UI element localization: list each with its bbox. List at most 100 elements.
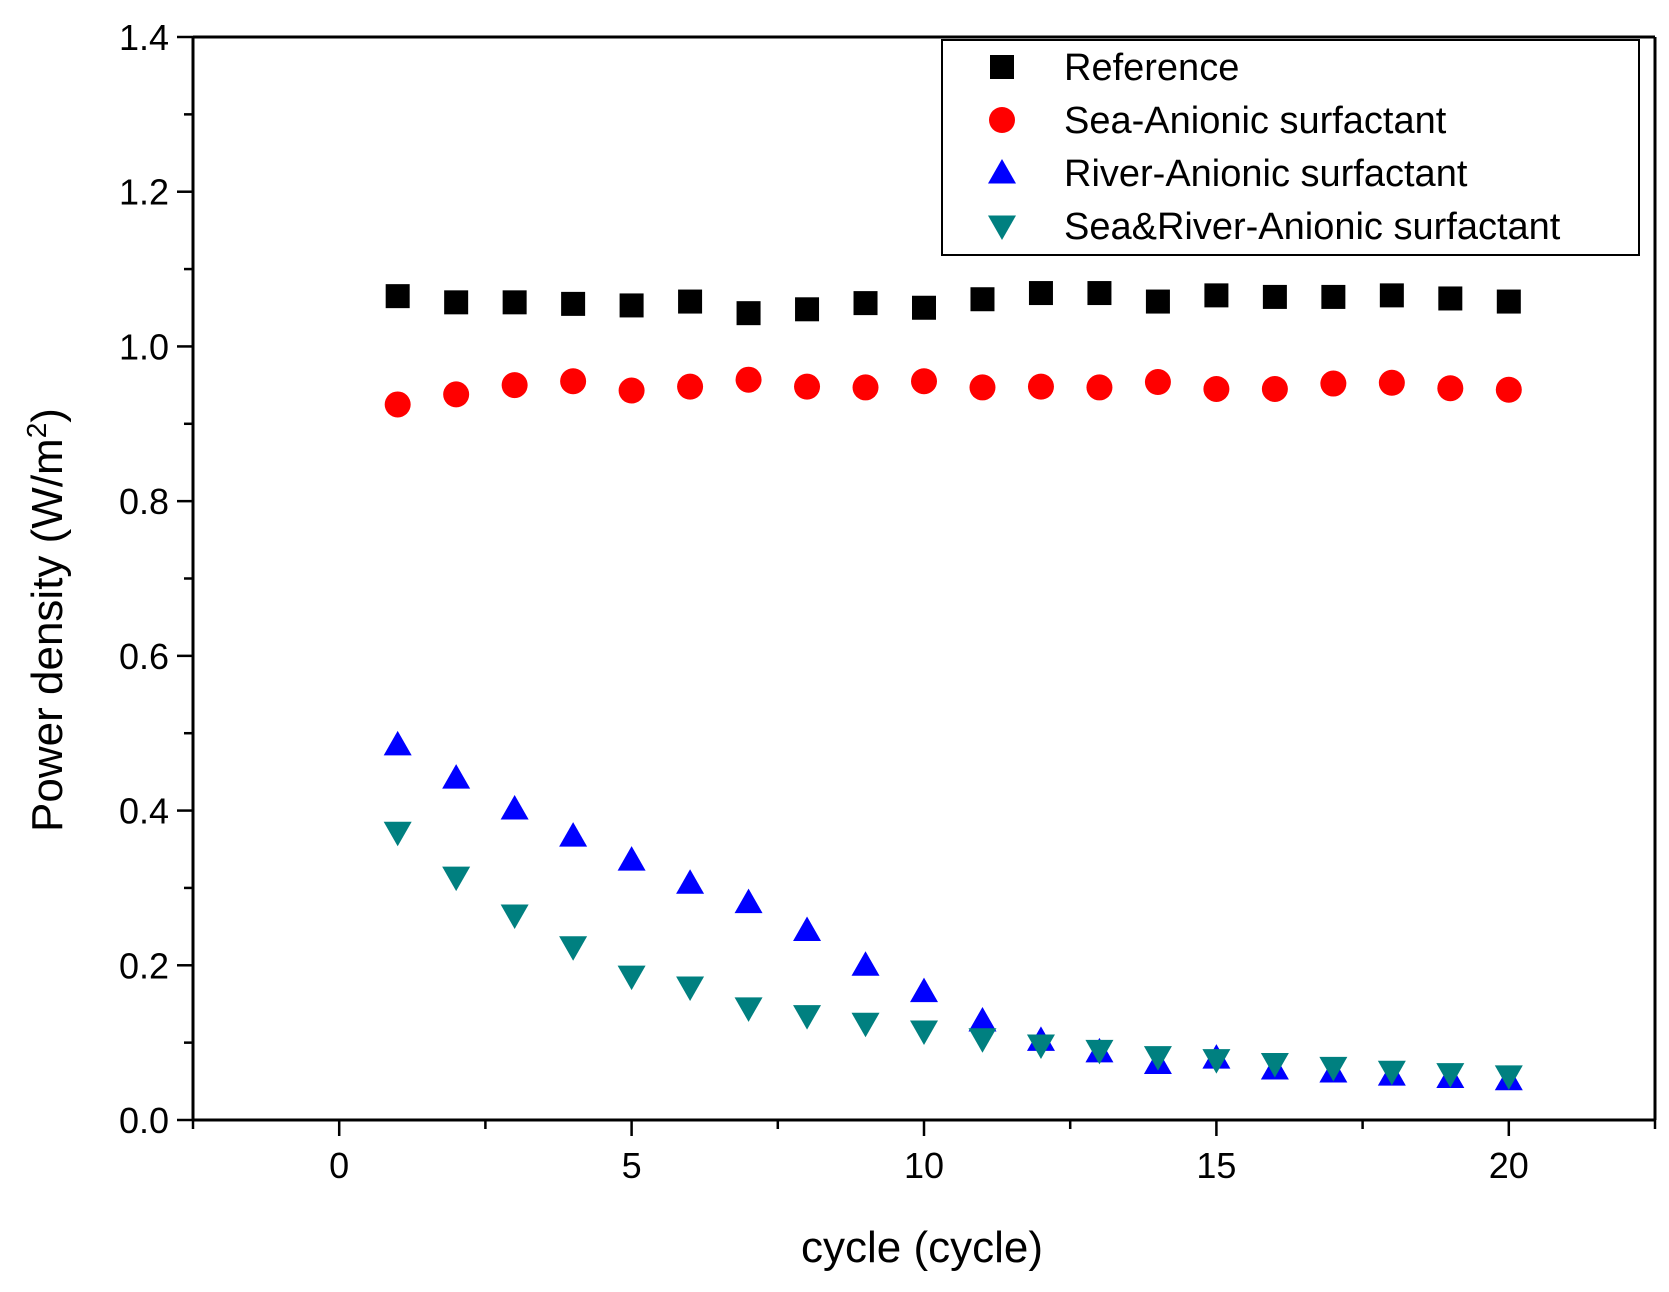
data-point [1262,284,1287,309]
data-point [1143,1046,1172,1071]
legend-label: River-Anionic surfactant [1064,153,1468,195]
x-tick-label: 0 [329,1145,349,1186]
data-point [793,1005,822,1030]
data-markers [383,281,1523,1091]
data-point [617,846,646,871]
y-tick-label: 1.2 [119,172,169,213]
x-tick-label: 10 [904,1145,944,1186]
data-point [1202,1049,1231,1074]
x-axis-ticks: 0 5 10 15 20 [191,1120,1657,1186]
data-point [442,866,471,892]
data-point [561,291,586,316]
data-point [1087,281,1112,306]
y-tick-label: 0.4 [119,791,169,832]
data-point [1495,376,1522,403]
data-point [559,936,588,961]
data-point [734,888,763,914]
y-axis-title-main: Power density (W/m [23,438,72,832]
y-tick-label: 1.4 [119,17,169,58]
data-point [1437,375,1464,402]
legend-marker [989,107,1015,133]
data-point [500,795,529,820]
data-point [1321,284,1346,309]
legend-marker [990,55,1014,79]
data-point [443,381,470,408]
data-point [383,730,412,756]
data-point [1204,283,1229,308]
data-point [500,904,529,930]
data-point [969,374,996,401]
data-point [851,951,880,976]
data-point [1261,375,1288,402]
legend-label: Sea-Anionic surfactant [1064,100,1447,142]
data-point [1438,286,1463,311]
y-tick-label: 0.0 [119,1100,169,1141]
data-point [1494,1065,1523,1090]
data-point [910,977,938,1003]
y-axis-title-close: ) [23,408,72,423]
y-tick-label: 0.8 [119,481,169,522]
data-point [1319,1056,1348,1082]
data-point [734,997,763,1022]
data-point [1085,1039,1114,1065]
data-point [1145,289,1170,314]
data-point [502,290,527,315]
data-point [911,368,937,395]
data-point [794,373,821,400]
data-point [559,822,588,847]
data-point [795,297,820,322]
x-tick-label: 20 [1489,1145,1529,1186]
data-point [912,295,936,320]
data-point [1027,373,1054,400]
data-point [852,374,879,401]
data-point [1260,1053,1289,1078]
data-point [442,764,471,789]
data-point [1026,1034,1055,1059]
data-point [501,372,528,399]
data-point [1028,281,1053,306]
data-point [1378,369,1405,396]
legend-marker [988,159,1016,184]
legend-box [941,39,1640,256]
series-reference [385,281,1521,326]
y-axis-title: Power density (W/m2) [21,408,72,832]
data-point [851,1012,880,1038]
data-point [1320,370,1347,397]
data-point [970,287,995,312]
y-tick-label: 0.6 [119,636,169,677]
series-sea-river-anionic-surfactant [383,821,1523,1090]
y-tick-label: 0.2 [119,945,169,986]
x-tick-label: 15 [1196,1145,1236,1186]
y-tick-label: 1.0 [119,326,169,367]
data-point [853,291,878,316]
data-point [910,1020,938,1046]
data-point [736,301,761,326]
data-point [1086,374,1113,401]
data-point [617,965,646,991]
data-point [385,284,410,309]
data-point [676,869,705,894]
data-point [968,1006,997,1032]
data-point [1379,283,1404,308]
data-point [383,821,412,847]
data-point [676,976,705,1001]
series-sea-anionic-surfactant [384,366,1522,418]
data-point [619,293,644,318]
y-axis-ticks: 0.0 0.2 0.4 0.6 0.8 1.0 1.2 1.4 [119,17,193,1141]
data-point [618,377,645,404]
x-tick-label: 5 [622,1145,642,1186]
y-axis-title-superscript: 2 [21,423,52,439]
data-point [560,368,587,395]
x-axis-title: cycle (cycle) [801,1223,1043,1272]
data-point [1144,369,1171,396]
legend-label: Reference [1064,47,1239,89]
data-point [677,373,704,400]
data-point [968,1028,997,1053]
data-point [793,916,822,941]
data-point [1377,1060,1406,1086]
legend-marker [988,215,1016,240]
data-point [678,289,703,314]
legend: Reference Sea-Anionic surfactant River-Ani… [941,39,1640,256]
data-point [1203,375,1230,402]
